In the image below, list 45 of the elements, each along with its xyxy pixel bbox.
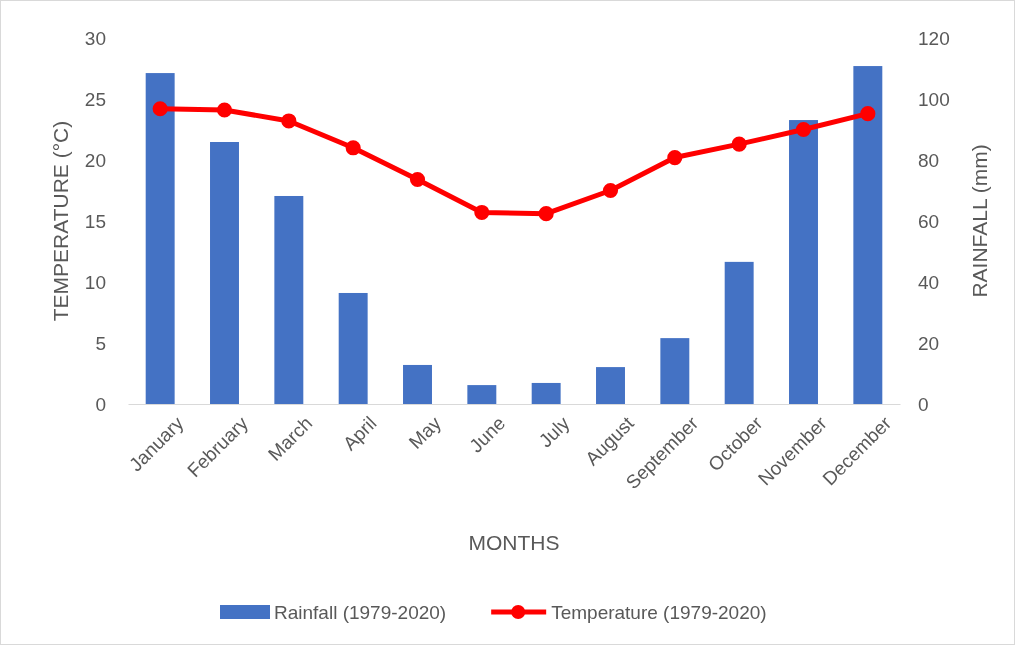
y-tick-label: 15 [84, 210, 106, 232]
point [345, 140, 361, 156]
y-tick-label: 0 [95, 393, 106, 415]
bar [789, 120, 818, 404]
y2-tick-label: 40 [918, 271, 940, 293]
point [667, 150, 683, 166]
point [602, 182, 619, 199]
legend-label: Rainfall (1979-2020) [274, 602, 447, 623]
y2-tick-label: 60 [918, 210, 940, 232]
point [860, 106, 876, 122]
point [538, 206, 554, 222]
y2-tick-label: 100 [918, 88, 950, 110]
y-tick-label: 25 [84, 88, 106, 110]
point [409, 171, 426, 188]
y-axis-title: TEMPERATURE (°C) [49, 120, 72, 322]
bar [145, 73, 175, 404]
y-tick-label: 30 [84, 27, 106, 49]
bar [274, 195, 304, 404]
x-tick-label: July [534, 412, 574, 452]
point [281, 113, 297, 129]
bar [403, 364, 432, 404]
point [474, 204, 490, 221]
bar [853, 66, 883, 404]
y2-tick-label: 120 [918, 27, 950, 49]
bar [660, 338, 690, 404]
point [216, 102, 233, 118]
bar [338, 292, 368, 404]
bar [531, 382, 561, 404]
y2-tick-label: 80 [918, 149, 940, 171]
point [152, 101, 168, 117]
y2-tick-label: 0 [918, 393, 929, 415]
y2-tick-label: 20 [918, 332, 940, 354]
bar [596, 367, 625, 404]
bar [724, 261, 754, 404]
y2-axis-title: RAINFALL (mm) [968, 144, 991, 298]
y-tick-label: 20 [84, 149, 106, 171]
x-tick-label: May [404, 412, 446, 453]
y-tick-label: 10 [84, 271, 106, 293]
y-tick-label: 5 [95, 332, 106, 354]
bar [467, 385, 497, 404]
bar [210, 142, 239, 404]
point [731, 136, 747, 152]
point [795, 121, 812, 138]
x-axis-title: MONTHS [468, 531, 560, 554]
legend-label: Temperature (1979-2020) [551, 602, 767, 623]
